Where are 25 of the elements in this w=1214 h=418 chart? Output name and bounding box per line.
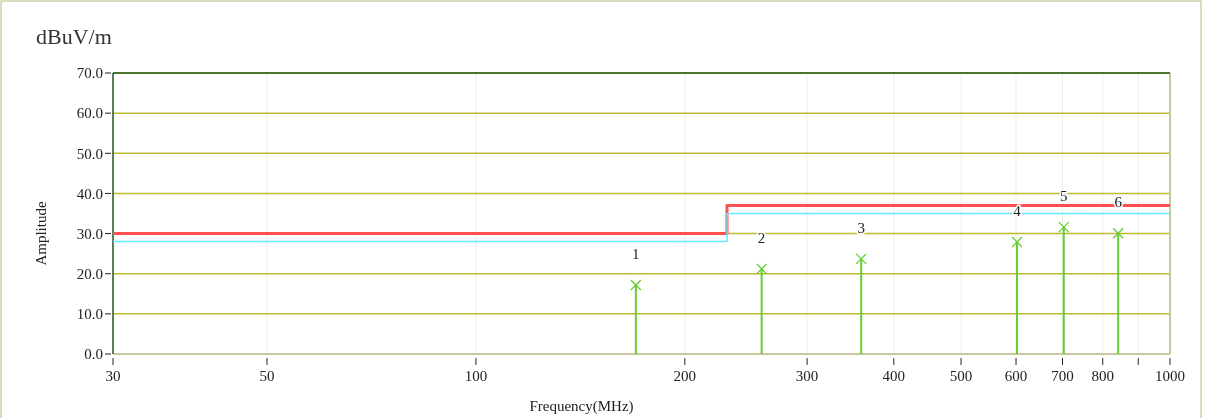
x-tick-label: 100 (464, 368, 488, 384)
y-tick-label: 50.0 (76, 145, 103, 162)
y-tick-label: 20.0 (76, 265, 103, 282)
x-tick-label: 300 (795, 368, 819, 384)
chart-title: dBuV/m (36, 24, 112, 49)
x-tick-label: 700 (1051, 368, 1074, 384)
x-tick-label: 800 (1091, 368, 1114, 384)
y-tick-label: 10.0 (76, 306, 103, 323)
y-tick-label: 40.0 (76, 185, 103, 202)
x-tick-label: 50 (259, 368, 275, 384)
x-tick-label: 400 (882, 368, 906, 384)
x-tick-label: 500 (949, 368, 973, 384)
x-tick-label: 200 (673, 368, 697, 384)
y-tick-label: 30.0 (76, 225, 103, 242)
x-tick-label: 600 (1004, 368, 1028, 384)
x-axis-title: Frequency(MHz) (529, 398, 634, 415)
y-tick-label: 60.0 (76, 105, 103, 122)
y-axis-title: Amplitude (33, 201, 49, 266)
annotation: 2 (757, 229, 766, 246)
annotation: 3 (857, 219, 865, 236)
x-tick-label: 1000 (1155, 368, 1185, 384)
y-tick-label: 0.0 (84, 346, 103, 363)
y-tick-label: 70.0 (76, 65, 103, 82)
x-tick-label: 30 (105, 368, 121, 384)
annotation: 1 (632, 245, 640, 262)
